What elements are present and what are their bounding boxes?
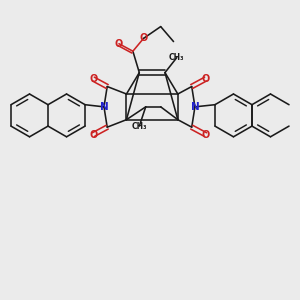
Text: O: O (89, 130, 98, 140)
Text: O: O (89, 74, 98, 84)
Text: O: O (115, 39, 123, 49)
Text: O: O (202, 74, 210, 84)
Text: N: N (190, 102, 199, 112)
Text: N: N (100, 102, 108, 112)
Text: CH₃: CH₃ (169, 53, 184, 62)
Text: O: O (202, 130, 210, 140)
Text: O: O (140, 33, 148, 43)
Text: CH₃: CH₃ (131, 122, 147, 130)
